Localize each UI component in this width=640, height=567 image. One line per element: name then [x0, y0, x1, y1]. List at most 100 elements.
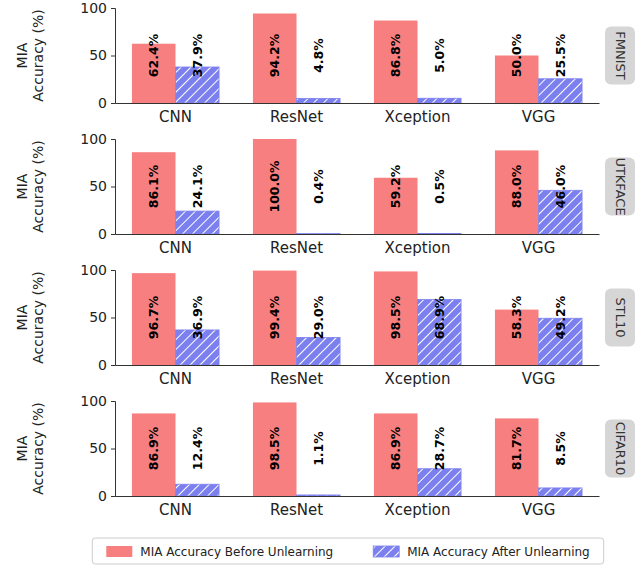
bar	[253, 402, 297, 496]
data-label: 81.7%	[509, 426, 524, 470]
facet-box	[605, 420, 635, 478]
bar	[418, 98, 462, 103]
x-axis-line	[116, 103, 600, 104]
bar	[418, 469, 462, 496]
data-label: 24.1%	[190, 164, 205, 208]
y-tick-label: 100	[80, 0, 107, 16]
bars	[132, 139, 582, 234]
data-label: 0.5%	[432, 169, 447, 204]
bar	[418, 233, 462, 234]
data-label: 50.0%	[509, 33, 524, 77]
data-label: 86.9%	[146, 426, 161, 470]
y-tick: 0	[98, 95, 115, 111]
data-label: 5.0%	[432, 38, 447, 73]
y-tick-mark	[111, 318, 115, 319]
y-tick: 0	[98, 226, 115, 242]
y-tick: 0	[98, 488, 115, 504]
data-label: 37.9%	[190, 33, 205, 77]
facet-box	[605, 158, 635, 216]
bar	[132, 413, 176, 496]
bar	[297, 98, 341, 103]
x-axis: CNNResNetXceptionVGG	[116, 365, 600, 388]
y-tick-mark	[111, 449, 115, 450]
y-tick-label: 50	[89, 440, 107, 456]
x-tick-label: CNN	[159, 370, 192, 388]
y-tick-mark	[111, 401, 115, 402]
bar	[132, 152, 176, 234]
legend-swatch	[106, 546, 132, 557]
data-label: 59.2%	[388, 164, 403, 208]
y-tick-label: 100	[80, 131, 107, 147]
y-tick-mark	[111, 103, 115, 104]
bars	[132, 14, 582, 103]
bar	[495, 418, 539, 496]
x-tick-label: ResNet	[270, 239, 323, 257]
y-tick-mark	[111, 270, 115, 271]
data-label: 29.0%	[311, 295, 326, 339]
x-tick: ResNet	[270, 365, 323, 388]
panel: 86.1%100.0%59.2%88.0%24.1%0.4%0.5%46.0%0…	[14, 131, 635, 257]
bar	[539, 488, 583, 496]
x-tick-label: ResNet	[270, 370, 323, 388]
data-label: 98.5%	[388, 295, 403, 339]
x-axis: CNN ResNet Xception VGG	[116, 234, 600, 257]
facet-box	[605, 27, 635, 85]
bar	[374, 21, 418, 103]
y-axis-title: MIAAccuracy (%)	[14, 140, 47, 233]
facet-title: UTKFACE	[613, 157, 628, 215]
legend-swatch	[373, 546, 399, 557]
y-tick-mark	[111, 187, 115, 188]
x-tick: VGG	[522, 496, 556, 519]
data-label: 96.7%	[146, 295, 161, 339]
x-tick-label: ResNet	[270, 108, 323, 126]
y-tick-label: 0	[98, 95, 107, 111]
x-tick-label: VGG	[522, 108, 556, 126]
legend-label: MIA Accuracy After Unlearning	[407, 545, 590, 559]
x-tick-label: ResNet	[270, 501, 323, 519]
panel: 62.4%94.2%86.8%50.0%37.9%4.8%5.0%25.5%05…	[14, 0, 635, 126]
y-tick-label: 50	[89, 309, 107, 325]
x-tick-label: Xception	[384, 108, 450, 126]
data-label: 68.9%	[432, 295, 447, 339]
y-tick-mark	[111, 139, 115, 140]
y-axis-line	[111, 402, 116, 497]
x-axis-line	[116, 496, 600, 497]
y-tick: 100	[80, 393, 115, 409]
data-label: 28.7%	[432, 426, 447, 470]
bar	[297, 495, 341, 496]
bar	[297, 233, 341, 234]
bar	[253, 14, 297, 103]
data-label: 25.5%	[553, 33, 568, 77]
facet-title: STL10	[613, 298, 628, 338]
x-axis: CNNResNetXceptionVGG	[116, 103, 600, 126]
data-label: 46.0%	[553, 164, 568, 208]
panel: 86.9%98.5%86.9%81.7%12.4%1.1%28.7%8.5%05…	[14, 393, 635, 519]
y-axis-line	[111, 140, 116, 235]
x-tick-label: Xception	[384, 239, 450, 257]
data-label: 1.1%	[311, 431, 326, 466]
panel: 96.7%99.4%98.5%58.3%36.9%29.0%68.9%49.2%…	[14, 262, 635, 388]
y-tick-mark	[111, 496, 115, 497]
data-label: 0.4%	[311, 169, 326, 204]
data-label: 99.4%	[267, 295, 282, 339]
y-tick-label: 50	[89, 47, 107, 63]
data-label: 49.2%	[553, 295, 568, 339]
data-label: 36.9%	[190, 295, 205, 339]
x-tick: CNN	[159, 234, 192, 257]
bars	[132, 271, 582, 365]
y-tick-mark	[111, 234, 115, 235]
facet-title: FMNIST	[613, 31, 628, 80]
data-label: 12.4%	[190, 426, 205, 470]
x-tick: Xception	[384, 496, 450, 519]
x-axis-line	[116, 365, 600, 366]
bar	[132, 273, 176, 365]
facet-box	[605, 289, 635, 347]
x-tick: VGG	[522, 234, 556, 257]
y-tick: 100	[80, 262, 115, 278]
data-label: 62.4%	[146, 33, 161, 77]
x-tick: CNN	[159, 496, 192, 519]
y-tick: 50	[89, 47, 115, 63]
x-axis: CNN ResNet Xception VGG	[116, 496, 600, 519]
data-label: 8.5%	[553, 431, 568, 466]
y-axis: 0 50 100	[80, 393, 115, 504]
